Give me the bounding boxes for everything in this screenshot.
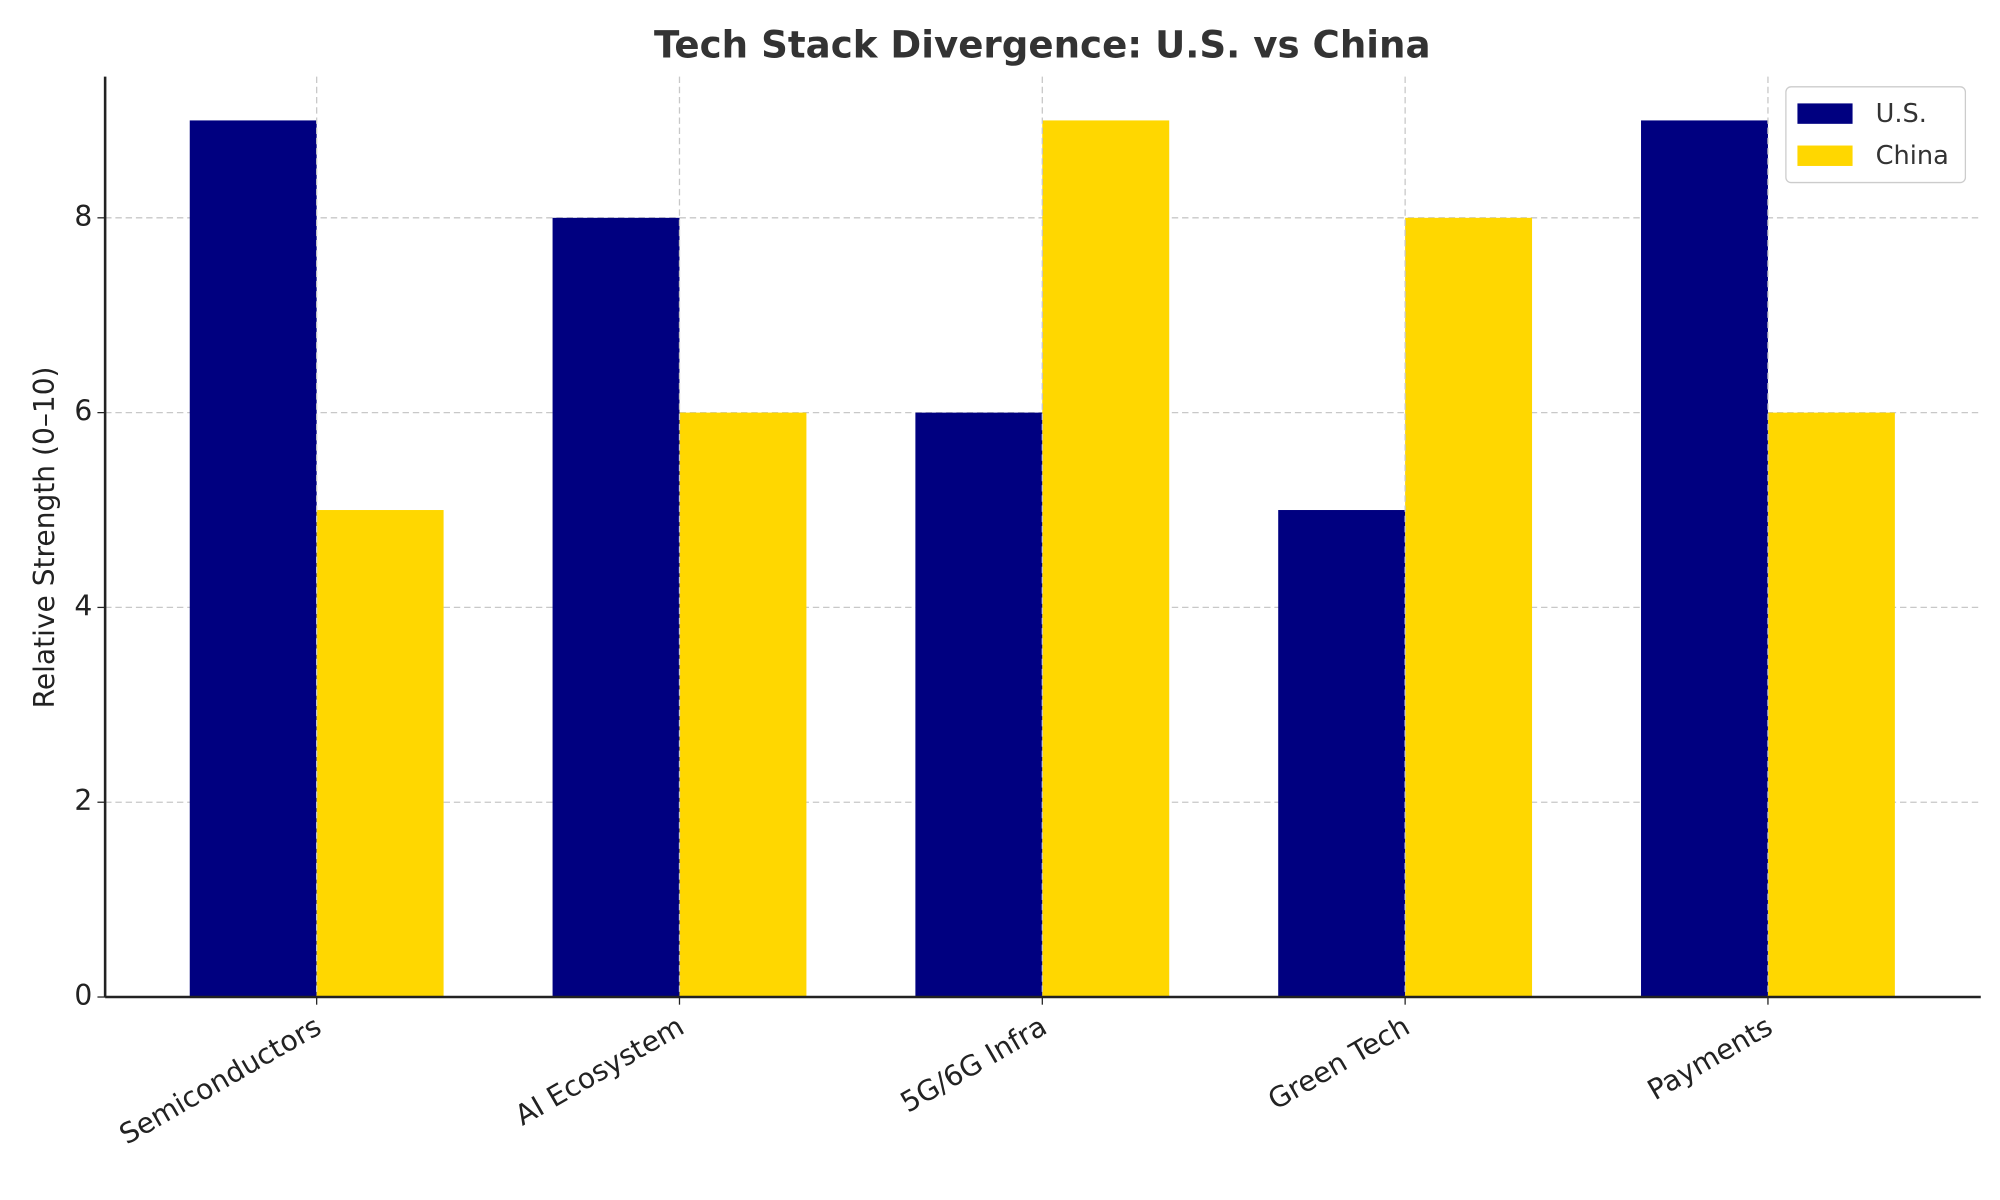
x-tick-label: Payments: [1642, 1010, 1778, 1107]
x-tick-label: 5G/6G Infra: [895, 1010, 1053, 1120]
y-tick-label: 8: [74, 200, 92, 233]
bar: [1042, 120, 1170, 998]
bar: [1767, 412, 1895, 998]
x-tick-label: Green Tech: [1262, 1010, 1415, 1117]
y-axis-label: Relative Strength (0–10): [28, 366, 61, 708]
y-tick-label: 2: [74, 784, 92, 817]
y-tick-label: 4: [74, 589, 92, 622]
bar: [1278, 510, 1406, 998]
bar: [552, 217, 680, 998]
bar: [1641, 120, 1768, 998]
bar: [679, 412, 807, 998]
legend-label: U.S.: [1876, 99, 1927, 129]
legend-label: China: [1876, 141, 1949, 171]
y-tick-label: 6: [74, 395, 92, 428]
legend-swatch: [1797, 145, 1853, 166]
x-tick-label: Semiconductors: [114, 1010, 327, 1152]
legend-swatch: [1797, 103, 1853, 124]
bar: [1405, 217, 1533, 998]
chart-title: Tech Stack Divergence: U.S. vs China: [654, 24, 1431, 67]
bar: [189, 120, 317, 998]
x-tick-label: AI Ecosystem: [509, 1010, 689, 1133]
bar: [316, 510, 444, 998]
bar: [915, 412, 1043, 998]
y-tick-label: 0: [74, 979, 92, 1012]
